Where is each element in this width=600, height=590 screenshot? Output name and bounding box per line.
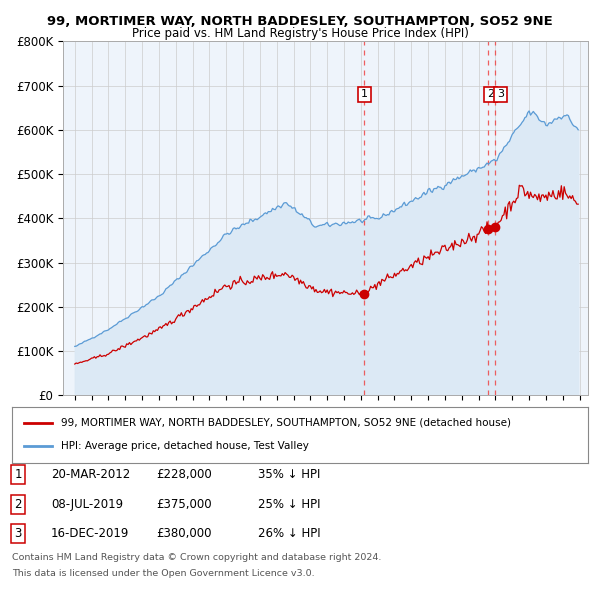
Text: Contains HM Land Registry data © Crown copyright and database right 2024.: Contains HM Land Registry data © Crown c… [12, 553, 382, 562]
Text: 16-DEC-2019: 16-DEC-2019 [51, 527, 130, 540]
Text: 2: 2 [487, 90, 494, 99]
Text: 99, MORTIMER WAY, NORTH BADDESLEY, SOUTHAMPTON, SO52 9NE (detached house): 99, MORTIMER WAY, NORTH BADDESLEY, SOUTH… [61, 418, 511, 428]
Text: This data is licensed under the Open Government Licence v3.0.: This data is licensed under the Open Gov… [12, 569, 314, 578]
Text: 1: 1 [361, 90, 368, 99]
Text: 3: 3 [14, 527, 22, 540]
Text: Price paid vs. HM Land Registry's House Price Index (HPI): Price paid vs. HM Land Registry's House … [131, 27, 469, 40]
Text: 20-MAR-2012: 20-MAR-2012 [51, 468, 130, 481]
Text: 25% ↓ HPI: 25% ↓ HPI [258, 498, 320, 511]
Text: HPI: Average price, detached house, Test Valley: HPI: Average price, detached house, Test… [61, 441, 309, 451]
Text: £380,000: £380,000 [156, 527, 212, 540]
Text: 35% ↓ HPI: 35% ↓ HPI [258, 468, 320, 481]
Text: £375,000: £375,000 [156, 498, 212, 511]
Text: £228,000: £228,000 [156, 468, 212, 481]
Text: 26% ↓ HPI: 26% ↓ HPI [258, 527, 320, 540]
Text: 1: 1 [14, 468, 22, 481]
Text: 3: 3 [497, 90, 504, 99]
Text: 2: 2 [14, 498, 22, 511]
Text: 08-JUL-2019: 08-JUL-2019 [51, 498, 123, 511]
Text: 99, MORTIMER WAY, NORTH BADDESLEY, SOUTHAMPTON, SO52 9NE: 99, MORTIMER WAY, NORTH BADDESLEY, SOUTH… [47, 15, 553, 28]
